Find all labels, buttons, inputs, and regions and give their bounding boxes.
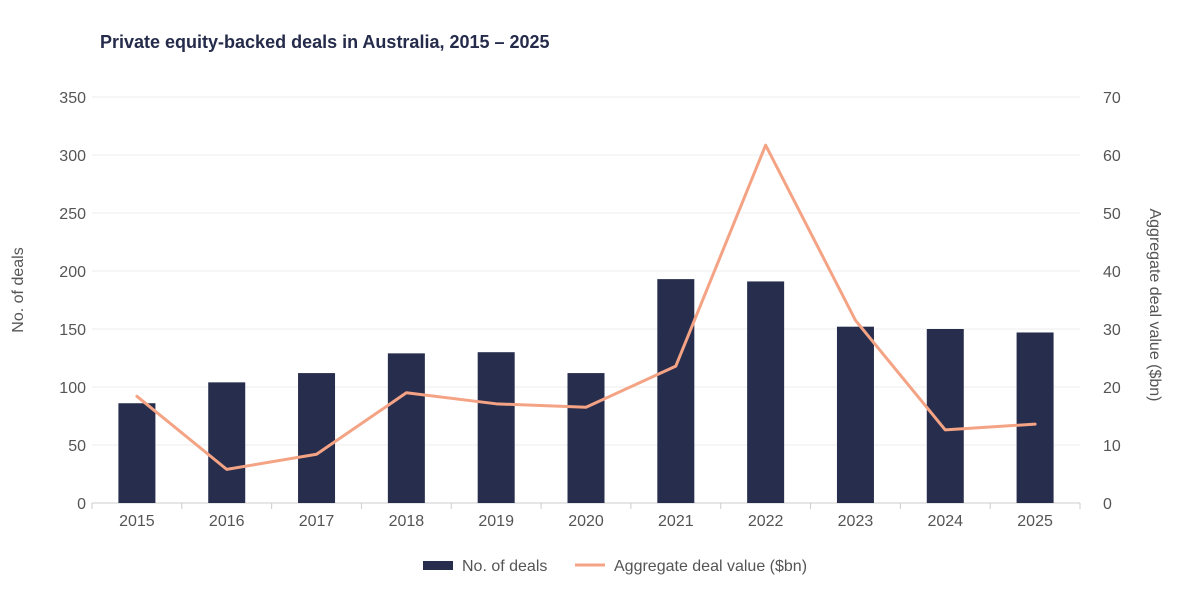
y2-tick-label: 50	[1103, 206, 1121, 223]
y2-tick-label: 30	[1103, 322, 1121, 339]
x-tick-label: 2018	[389, 513, 425, 530]
bar	[208, 382, 246, 503]
y-tick-label: 350	[59, 90, 86, 107]
y-tick-label: 0	[77, 496, 86, 513]
bar	[657, 279, 695, 503]
x-tick-label: 2025	[1017, 513, 1053, 530]
y2-tick-label: 10	[1103, 438, 1121, 455]
x-tick-label: 2022	[748, 513, 784, 530]
y2-axis-title: Aggregate deal value ($bn)	[1146, 208, 1163, 401]
y-axis-title: No. of deals	[10, 247, 27, 332]
bar	[477, 352, 515, 503]
bar	[567, 373, 605, 503]
y-tick-label: 150	[59, 322, 86, 339]
y-tick-label: 100	[59, 380, 86, 397]
y2-tick-label: 60	[1103, 148, 1121, 165]
bar	[118, 403, 156, 503]
x-tick-label: 2017	[299, 513, 335, 530]
x-tick-label: 2024	[927, 513, 963, 530]
y2-tick-label: 0	[1103, 496, 1112, 513]
legend-swatch-bar	[423, 561, 453, 570]
x-tick-label: 2023	[838, 513, 874, 530]
x-tick-label: 2015	[119, 513, 155, 530]
line-series-aggregate-value	[135, 143, 1037, 471]
x-tick-label: 2021	[658, 513, 694, 530]
bar	[298, 373, 336, 503]
legend-label-bar: No. of deals	[462, 558, 547, 575]
chart-title: Private equity-backed deals in Australia…	[100, 32, 550, 52]
y2-tick-label: 40	[1103, 264, 1121, 281]
x-tick-label: 2019	[478, 513, 514, 530]
bar	[1016, 332, 1054, 503]
y2-tick-label: 70	[1103, 90, 1121, 107]
x-tick-label: 2020	[568, 513, 604, 530]
bar	[747, 281, 785, 503]
bar	[387, 353, 425, 503]
bar	[836, 326, 874, 503]
legend-label-line: Aggregate deal value ($bn)	[614, 558, 807, 575]
y-tick-label: 50	[68, 438, 86, 455]
y2-tick-label: 20	[1103, 380, 1121, 397]
x-tick-label: 2016	[209, 513, 245, 530]
y-tick-label: 300	[59, 148, 86, 165]
y-tick-label: 250	[59, 206, 86, 223]
y-tick-label: 200	[59, 264, 86, 281]
